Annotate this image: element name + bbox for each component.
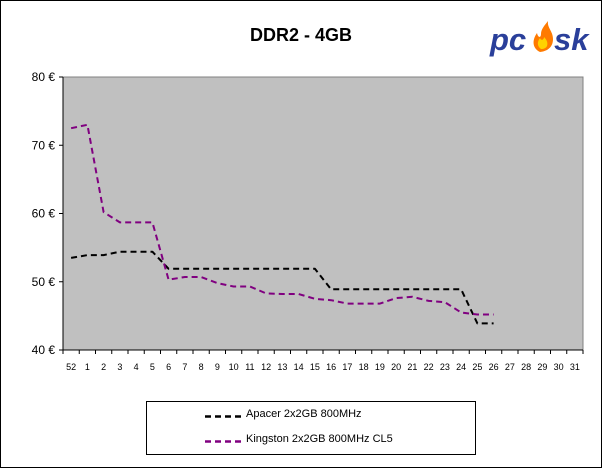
x-tick-label: 26 xyxy=(489,362,499,372)
legend-item-apacer: Apacer 2x2GB 800MHz xyxy=(147,406,475,426)
legend: Apacer 2x2GB 800MHz Kingston 2x2GB 800MH… xyxy=(146,401,476,455)
y-tick-label: 40 € xyxy=(32,343,56,357)
x-tick-label: 12 xyxy=(261,362,271,372)
x-tick-label: 2 xyxy=(101,362,106,372)
x-tick-label: 6 xyxy=(166,362,171,372)
svg-text:sk: sk xyxy=(554,22,590,57)
x-tick-label: 8 xyxy=(199,362,204,372)
x-tick-label: 11 xyxy=(245,362,254,372)
legend-swatch-kingston xyxy=(205,440,241,443)
x-tick-label: 3 xyxy=(117,362,122,372)
x-tick-label: 1 xyxy=(85,362,90,372)
flame-icon xyxy=(533,21,553,52)
y-tick-label: 80 € xyxy=(32,70,56,84)
x-tick-label: 5 xyxy=(150,362,155,372)
x-tick-label: 31 xyxy=(570,362,580,372)
x-tick-label: 20 xyxy=(391,362,401,372)
x-tick-label: 22 xyxy=(424,362,434,372)
svg-text:pc: pc xyxy=(489,22,526,57)
x-tick-label: 21 xyxy=(407,362,417,372)
x-tick-label: 10 xyxy=(229,362,239,372)
series-line-apacer xyxy=(70,250,494,325)
x-tick-label: 24 xyxy=(456,362,466,372)
x-tick-label: 17 xyxy=(342,362,352,372)
x-tick-label: 28 xyxy=(521,362,531,372)
x-tick-label: 18 xyxy=(359,362,369,372)
y-tick-label: 70 € xyxy=(32,138,56,152)
chart-title: DDR2 - 4GB xyxy=(249,25,352,45)
x-tick-label: 25 xyxy=(472,362,482,372)
legend-label-kingston: Kingston 2x2GB 800MHz CL5 xyxy=(246,433,393,445)
x-tick-label: 23 xyxy=(440,362,450,372)
y-tick-label: 50 € xyxy=(32,275,56,289)
x-tick-label: 29 xyxy=(537,362,547,372)
legend-swatch-apacer xyxy=(205,415,241,418)
pcask-logo: pc sk pcask xyxy=(488,21,591,58)
x-tick-label: 30 xyxy=(554,362,564,372)
x-tick-label: 4 xyxy=(134,362,139,372)
legend-item-kingston: Kingston 2x2GB 800MHz CL5 xyxy=(147,431,475,451)
y-tick-label: 60 € xyxy=(32,207,56,221)
x-tick-label: 9 xyxy=(215,362,220,372)
x-tick-label: 14 xyxy=(294,362,304,372)
legend-label-apacer: Apacer 2x2GB 800MHz xyxy=(246,408,362,420)
x-tick-label: 52 xyxy=(66,362,76,372)
x-tick-label: 19 xyxy=(375,362,385,372)
x-tick-label: 27 xyxy=(505,362,515,372)
x-tick-label: 16 xyxy=(326,362,336,372)
series-line-kingston xyxy=(70,123,494,316)
x-tick-label: 7 xyxy=(182,362,187,372)
x-tick-label: 15 xyxy=(310,362,320,372)
plot-background xyxy=(62,76,584,351)
x-tick-label: 13 xyxy=(277,362,287,372)
